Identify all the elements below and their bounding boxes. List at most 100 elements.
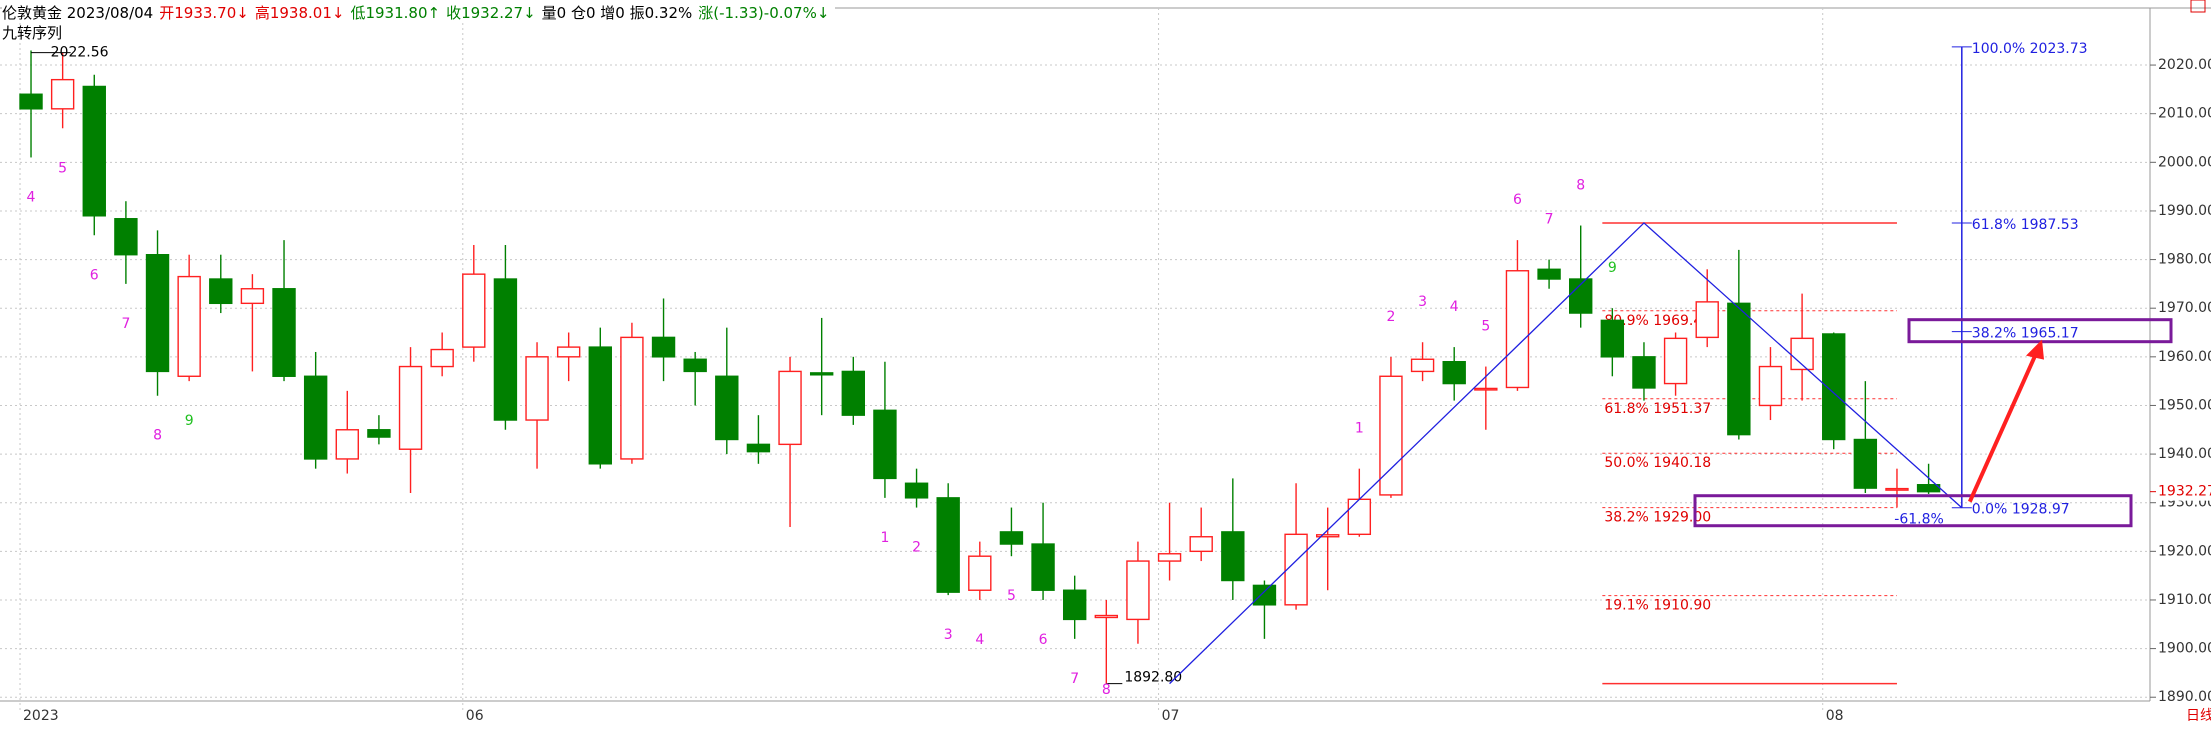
td-count: 3: [1418, 294, 1427, 310]
x-tick-label: 06: [466, 708, 484, 724]
candle-body: [240, 288, 265, 305]
y-tick-label: 2000.00: [2158, 154, 2211, 170]
candle-body: [335, 429, 359, 460]
td-count: 4: [27, 189, 36, 205]
y-tick-label: 1900.00: [2158, 641, 2211, 657]
header: 伦敦黄金 2023/08/04 开1933.70↓ 高1938.01↓ 低1931.8…: [2, 2, 836, 23]
td-count: 5: [1007, 588, 1016, 604]
corner-box: [2190, 0, 2206, 13]
td-count: 4: [1450, 299, 1459, 315]
candle-body: [841, 370, 866, 416]
candle-body: [1284, 533, 1308, 606]
candle-body: [398, 365, 423, 450]
td-count: 3: [944, 627, 953, 643]
candle-body: [746, 443, 771, 453]
candle-body: [1853, 438, 1878, 489]
header-field: 量0 仓0 增0 振0.32%: [541, 4, 693, 22]
candle-body: [556, 346, 581, 358]
candle-body: [82, 85, 106, 217]
td-count: 1: [1355, 421, 1364, 437]
x-tick-label: 2023: [23, 708, 59, 724]
candle-body: [114, 218, 138, 256]
y-tick-label: 1950.00: [2158, 397, 2211, 413]
candle-body: [1315, 534, 1340, 538]
candle-body: [1347, 498, 1372, 536]
candle-body: [873, 409, 897, 480]
header-field: 低1931.80↑: [350, 4, 441, 22]
candle-body: [493, 278, 518, 421]
y-tick-label: 1980.00: [2158, 252, 2211, 268]
candle-body: [1474, 387, 1498, 391]
candle-body: [1695, 301, 1719, 339]
candle-body: [620, 336, 644, 460]
header-field: 开1933.70↓: [159, 4, 249, 22]
y-tick-label: 1890.00: [2158, 689, 2211, 705]
candle-body: [809, 372, 834, 376]
highlight-box: [1693, 494, 2133, 528]
arrow-shaft: [1967, 352, 2038, 503]
candle-body: [1252, 584, 1277, 606]
fib-label: 50.0% 1940.18: [1604, 455, 1711, 471]
y-tick-label: 1910.00: [2158, 592, 2211, 608]
header-field: 涨(-1.33)-0.07%↓: [698, 4, 830, 22]
candle-body: [367, 429, 391, 438]
candle-body: [651, 336, 676, 358]
candle-body: [715, 375, 739, 441]
td-count: 9: [1608, 260, 1617, 276]
candle-body: [588, 346, 612, 465]
y-tick-label: 1920.00: [2158, 543, 2211, 559]
y-tick-label: 1960.00: [2158, 349, 2211, 365]
candle-body: [1600, 319, 1625, 358]
td-count: 6: [90, 267, 99, 283]
fib-label: 61.8% 1987.53: [1972, 217, 2079, 233]
td-count: 8: [153, 428, 162, 444]
candle-body: [1410, 358, 1435, 373]
td-count: 2: [1386, 309, 1395, 325]
last-price-label: 1932.27: [2158, 484, 2211, 500]
td-count: 6: [1513, 192, 1522, 208]
header-field: 高1938.01↓: [254, 4, 345, 22]
candle-body: [1031, 543, 1055, 591]
candle-body: [999, 531, 1024, 545]
td-count: 8: [1102, 682, 1111, 698]
candle-body: [1916, 484, 1941, 493]
high-label: 2022.56: [51, 45, 109, 61]
candle-body: [303, 375, 328, 460]
header-field: 收1932.27↓: [446, 4, 536, 22]
candle-body: [462, 273, 486, 348]
candle-body: [1062, 589, 1087, 621]
candle-body: [1727, 302, 1751, 436]
fib-label: 19.1% 1910.90: [1604, 598, 1711, 614]
td-count: 5: [1481, 319, 1490, 335]
candle-body: [904, 482, 929, 499]
candle-body: [209, 278, 233, 305]
candle-body: [272, 288, 296, 377]
fib-label: 100.0% 2023.73: [1972, 41, 2088, 57]
arrow-head: [2026, 339, 2044, 360]
candle-body: [177, 275, 201, 377]
period-label: 日线: [2186, 708, 2211, 724]
candle-body: [1379, 375, 1403, 496]
candle-body: [1221, 531, 1245, 582]
fib-label: 38.2% 1929.00: [1604, 510, 1711, 526]
td-count: 1: [880, 530, 889, 546]
trend-line: [1169, 222, 1963, 685]
candle-body: [1885, 487, 1909, 491]
candle-body: [430, 348, 454, 368]
candle-body: [1157, 553, 1182, 562]
candle-body: [936, 497, 960, 593]
last-price-bg: [2156, 482, 2211, 501]
y-tick-label: 2020.00: [2158, 57, 2211, 73]
candle-body: [778, 370, 802, 446]
candle-body: [50, 78, 75, 110]
candle-body: [1663, 337, 1688, 385]
td-count: 6: [1039, 632, 1048, 648]
y-tick-label: 1940.00: [2158, 446, 2211, 462]
td-count: 2: [912, 540, 921, 556]
y-tick-label: 1990.00: [2158, 203, 2211, 219]
candle-body: [1442, 360, 1466, 385]
low-label: 1892.80: [1124, 670, 1182, 686]
td-count: 7: [1545, 212, 1554, 228]
